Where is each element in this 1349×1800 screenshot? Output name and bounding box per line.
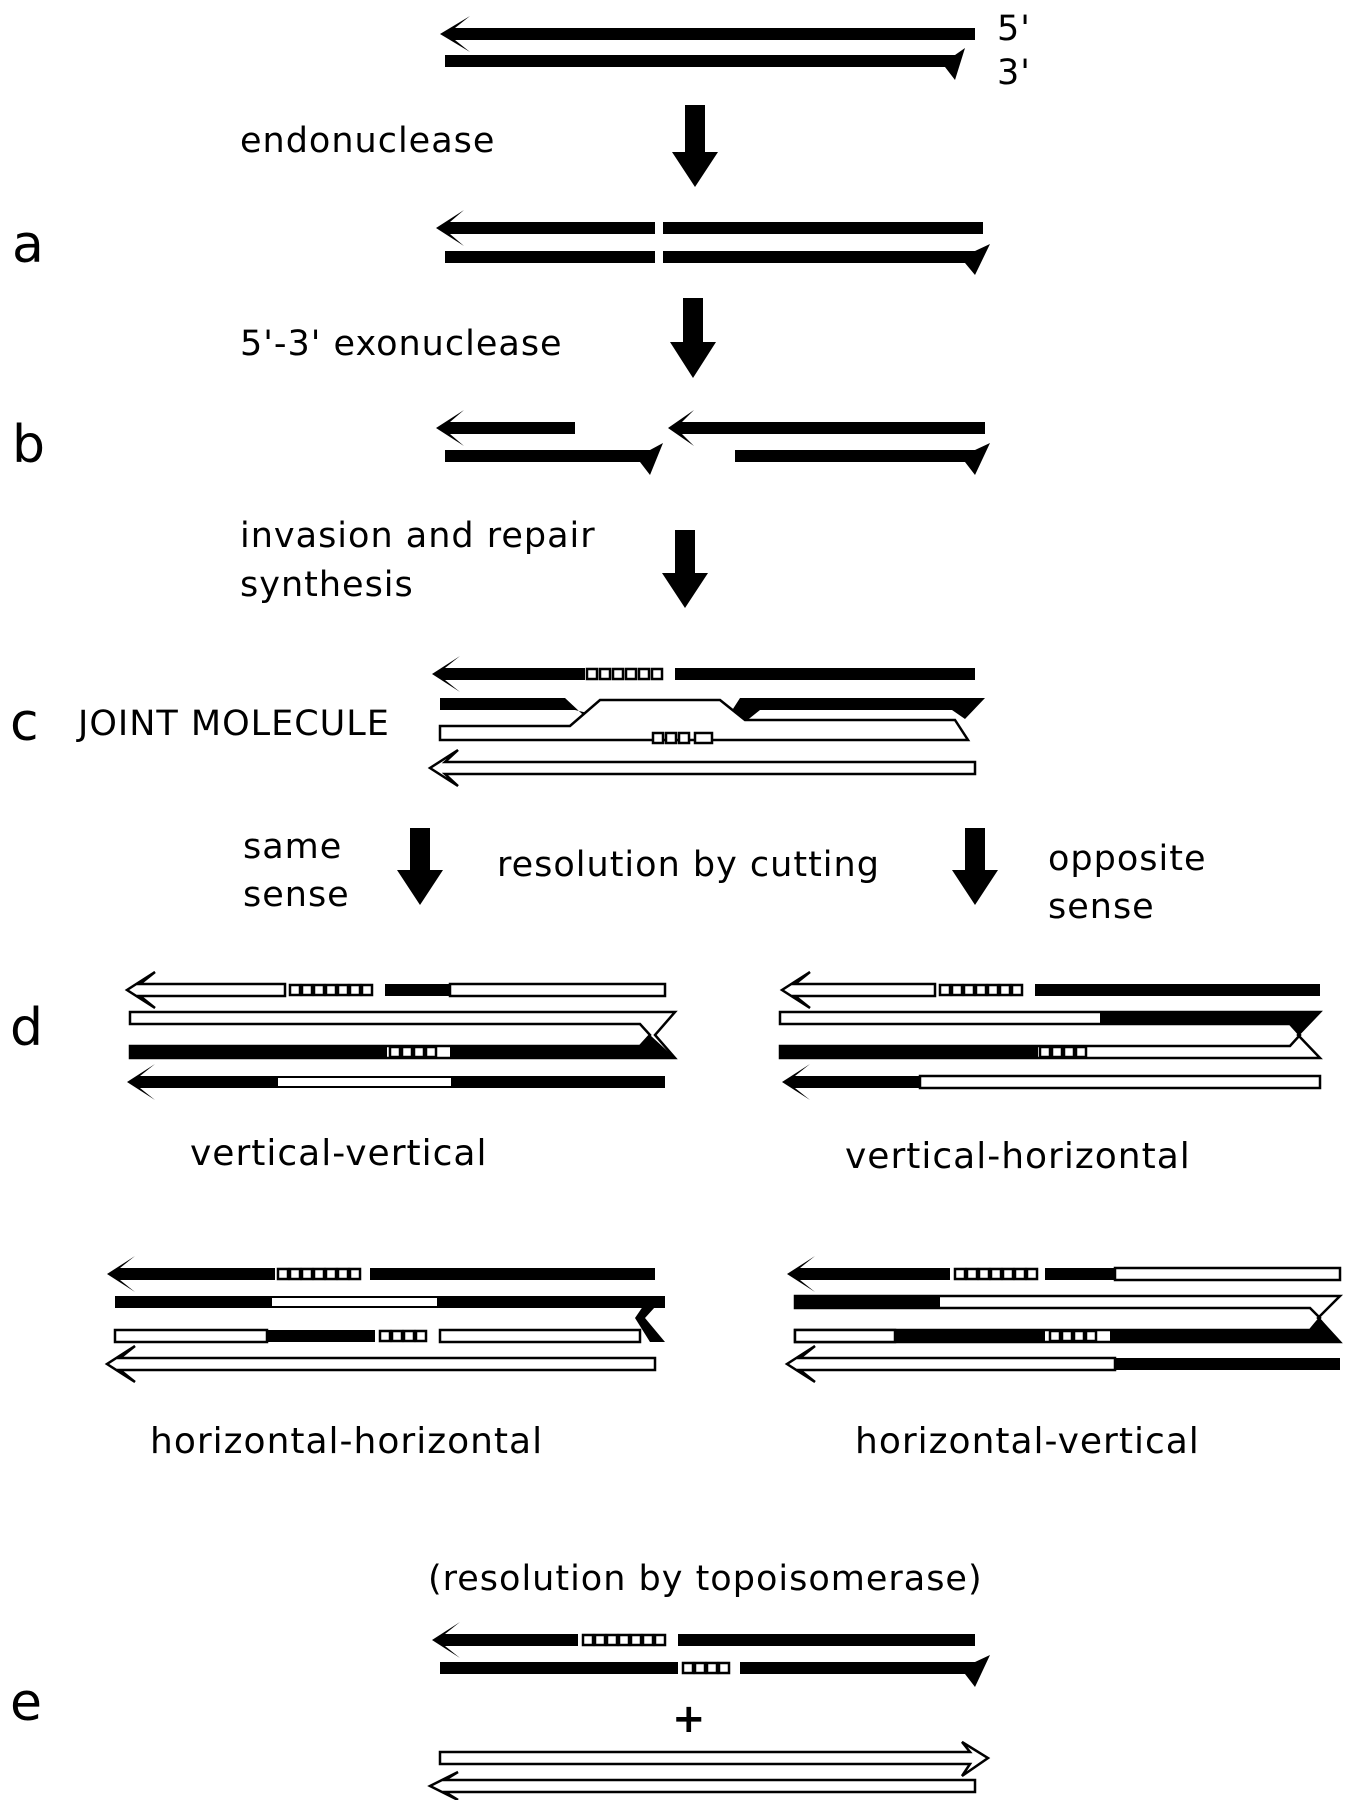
cut-duplex [436, 210, 990, 275]
same-sense-label-line1: same [243, 827, 342, 867]
product-horizontal-vertical [784, 1256, 1344, 1384]
product-vertical-horizontal [778, 970, 1323, 1100]
step-arrow [662, 530, 708, 608]
product-label-vh: vertical-horizontal [845, 1136, 1191, 1177]
panel-letter-b: b [12, 415, 45, 475]
invasion-label-line2: synthesis [240, 565, 414, 605]
panel-letter-e: e [10, 1673, 42, 1733]
bottom-strand [445, 48, 965, 80]
product-label-vv: vertical-vertical [190, 1133, 487, 1174]
resected-duplex [436, 410, 990, 475]
step-arrow [670, 298, 716, 378]
exonuclease-label: 5'-3' exonuclease [240, 324, 563, 364]
opposite-sense-label-line1: opposite [1048, 839, 1206, 879]
opposite-sense-label-line2: sense [1048, 887, 1155, 927]
initial-duplex: 5' 3' [440, 9, 1031, 93]
five-prime-label: 5' [997, 9, 1031, 49]
panel-letter-a: a [12, 215, 44, 275]
panel-letter-d: d [10, 998, 43, 1058]
step-arrow [672, 105, 718, 187]
resolution-cutting-label: resolution by cutting [497, 845, 880, 885]
product-horizontal-horizontal [104, 1256, 665, 1384]
product-vertical-vertical [124, 970, 678, 1100]
opposite-sense-arrow [952, 828, 998, 905]
topoisomerase-products [427, 1622, 991, 1800]
invasion-label-line1: invasion and repair [240, 516, 596, 556]
plus-sign: + [672, 1696, 706, 1742]
top-strand [440, 16, 975, 52]
product-label-hv: horizontal-vertical [855, 1421, 1200, 1462]
topoisomerase-label: (resolution by topoisomerase) [428, 1559, 983, 1599]
same-sense-arrow [397, 828, 443, 905]
repair-synthesis-top [585, 667, 664, 681]
joint-molecule-label: JOINT MOLECULE [76, 704, 390, 744]
repair-synthesis-bottom [651, 731, 714, 745]
product-label-hh: horizontal-horizontal [150, 1421, 543, 1462]
panel-letter-c: c [10, 693, 39, 753]
joint-molecule [427, 656, 985, 788]
same-sense-label-line2: sense [243, 875, 350, 915]
endonuclease-label: endonuclease [240, 121, 495, 161]
three-prime-label: 3' [997, 53, 1031, 93]
